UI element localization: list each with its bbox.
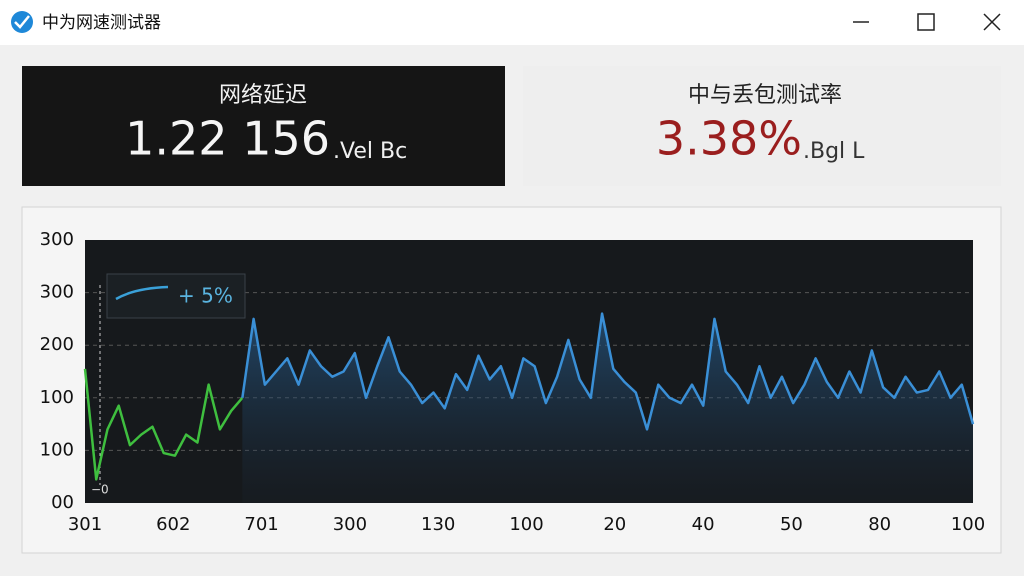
legend-label: + 5%	[178, 284, 233, 308]
marker-label: −0	[91, 483, 109, 497]
x-tick-label: 100	[951, 514, 985, 535]
line	[83, 368, 244, 481]
app-icon	[11, 11, 33, 33]
x-tick-label: 602	[156, 514, 190, 535]
x-tick-label: 40	[692, 514, 715, 535]
card-title: 网络延迟	[219, 83, 307, 108]
app-icon-check	[14, 15, 30, 29]
y-tick-label: 300	[40, 282, 74, 303]
line	[241, 312, 975, 431]
area	[242, 313, 974, 503]
x-tick-label: 301	[68, 514, 102, 535]
y-tick-label: 200	[40, 334, 74, 355]
loss-card	[523, 66, 1001, 186]
x-tick-label: 701	[244, 514, 278, 535]
card-unit: .Bgl L	[803, 139, 865, 164]
latency-card	[22, 66, 505, 186]
card-title: 中与丢包测试率	[688, 83, 842, 108]
legend-icon	[115, 285, 169, 301]
card-unit: .Vel Bc	[333, 139, 407, 164]
x-tick-label: 130	[421, 514, 455, 535]
x-tick-label: 300	[333, 514, 367, 535]
card-value: 1.22 156	[125, 112, 330, 166]
maximize-button[interactable]	[917, 13, 935, 31]
x-tick-label: 100	[509, 514, 543, 535]
y-tick-label: 300	[40, 229, 74, 250]
close-button[interactable]	[983, 13, 1001, 31]
y-tick-label: 100	[40, 439, 74, 460]
y-tick-label: 100	[40, 387, 74, 408]
legend	[106, 273, 246, 319]
card-value: 3.38%	[656, 112, 802, 166]
x-tick-label: 20	[603, 514, 626, 535]
window-title: 中为网速测试器	[42, 13, 161, 33]
y-tick-label: 00	[51, 492, 74, 513]
x-tick-label: 50	[780, 514, 803, 535]
x-tick-label: 80	[868, 514, 891, 535]
